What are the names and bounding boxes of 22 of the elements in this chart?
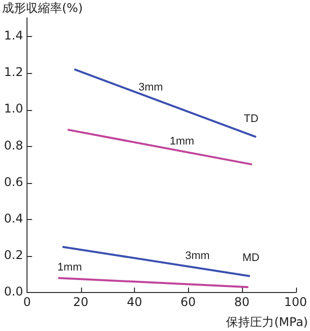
annotation: TD [244, 113, 258, 126]
x-tick-label: 20 [73, 294, 88, 309]
x-tick-label: 100 [284, 294, 307, 309]
y-tick-label: 1.2 [4, 65, 24, 80]
annotation: MD [242, 252, 260, 264]
y-tick-label: 0.0 [4, 284, 24, 299]
x-tick-label: 40 [126, 294, 142, 309]
y-axis-title: 成形収縮率(%) [2, 1, 83, 16]
series-label: 3mm [185, 250, 210, 262]
series-label: 3mm [138, 82, 163, 94]
y-tick-label: 1.4 [4, 28, 24, 42]
y-tick-label: 1.0 [4, 102, 24, 116]
x-tick-label: 60 [180, 294, 196, 309]
y-tick-label: 0.8 [4, 138, 24, 152]
series-label: 1mm [57, 262, 82, 274]
y-tick-label: 0.6 [4, 174, 24, 189]
x-tick-label: 0 [23, 294, 31, 309]
series-label: 1mm [170, 135, 194, 148]
x-axis-title: 保持圧力(MPa) [226, 315, 308, 330]
y-tick-label: 0.4 [4, 212, 24, 226]
x-tick-label: 80 [234, 294, 250, 309]
y-tick-label: 0.2 [4, 248, 24, 262]
